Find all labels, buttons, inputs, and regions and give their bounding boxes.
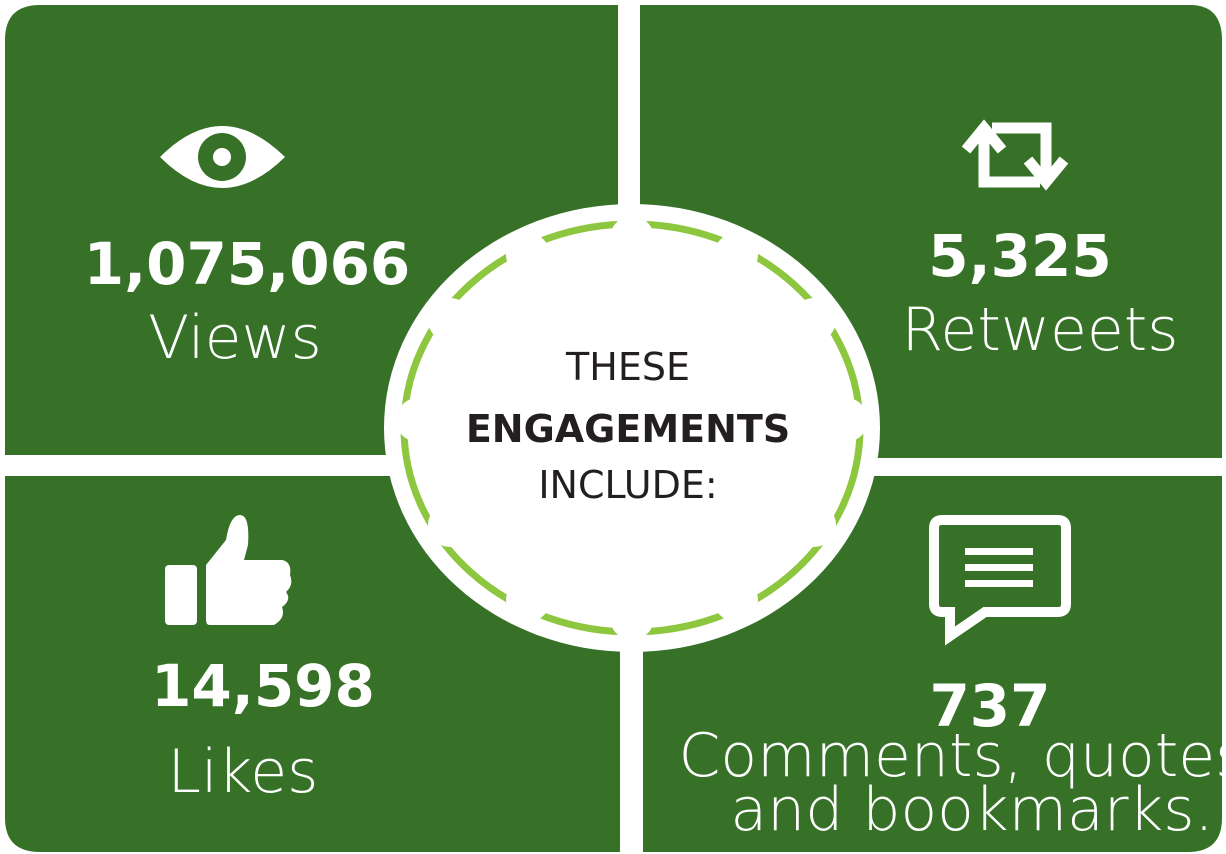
stat-value: 5,325	[928, 222, 1111, 290]
stat-value: 14,598	[151, 652, 375, 720]
stat-value: 1,075,066	[84, 230, 411, 298]
badge-scallops	[396, 216, 868, 640]
comment-icon	[929, 515, 1071, 646]
like-icon	[165, 515, 292, 625]
stat-value: 737	[929, 672, 1050, 740]
stat-label: Retweets	[901, 295, 1178, 365]
center-line: ENGAGEMENTS	[466, 407, 790, 451]
stat-label: Views	[148, 303, 322, 373]
eye-icon	[160, 126, 285, 188]
center-line: INCLUDE:	[538, 463, 717, 507]
stat-label: and bookmarks.	[730, 775, 1213, 845]
center-line: THESE	[565, 345, 690, 389]
stat-label: Likes	[168, 737, 319, 807]
stat-label: Comments, quotes,	[679, 721, 1226, 791]
retweet-icon	[961, 119, 1069, 191]
